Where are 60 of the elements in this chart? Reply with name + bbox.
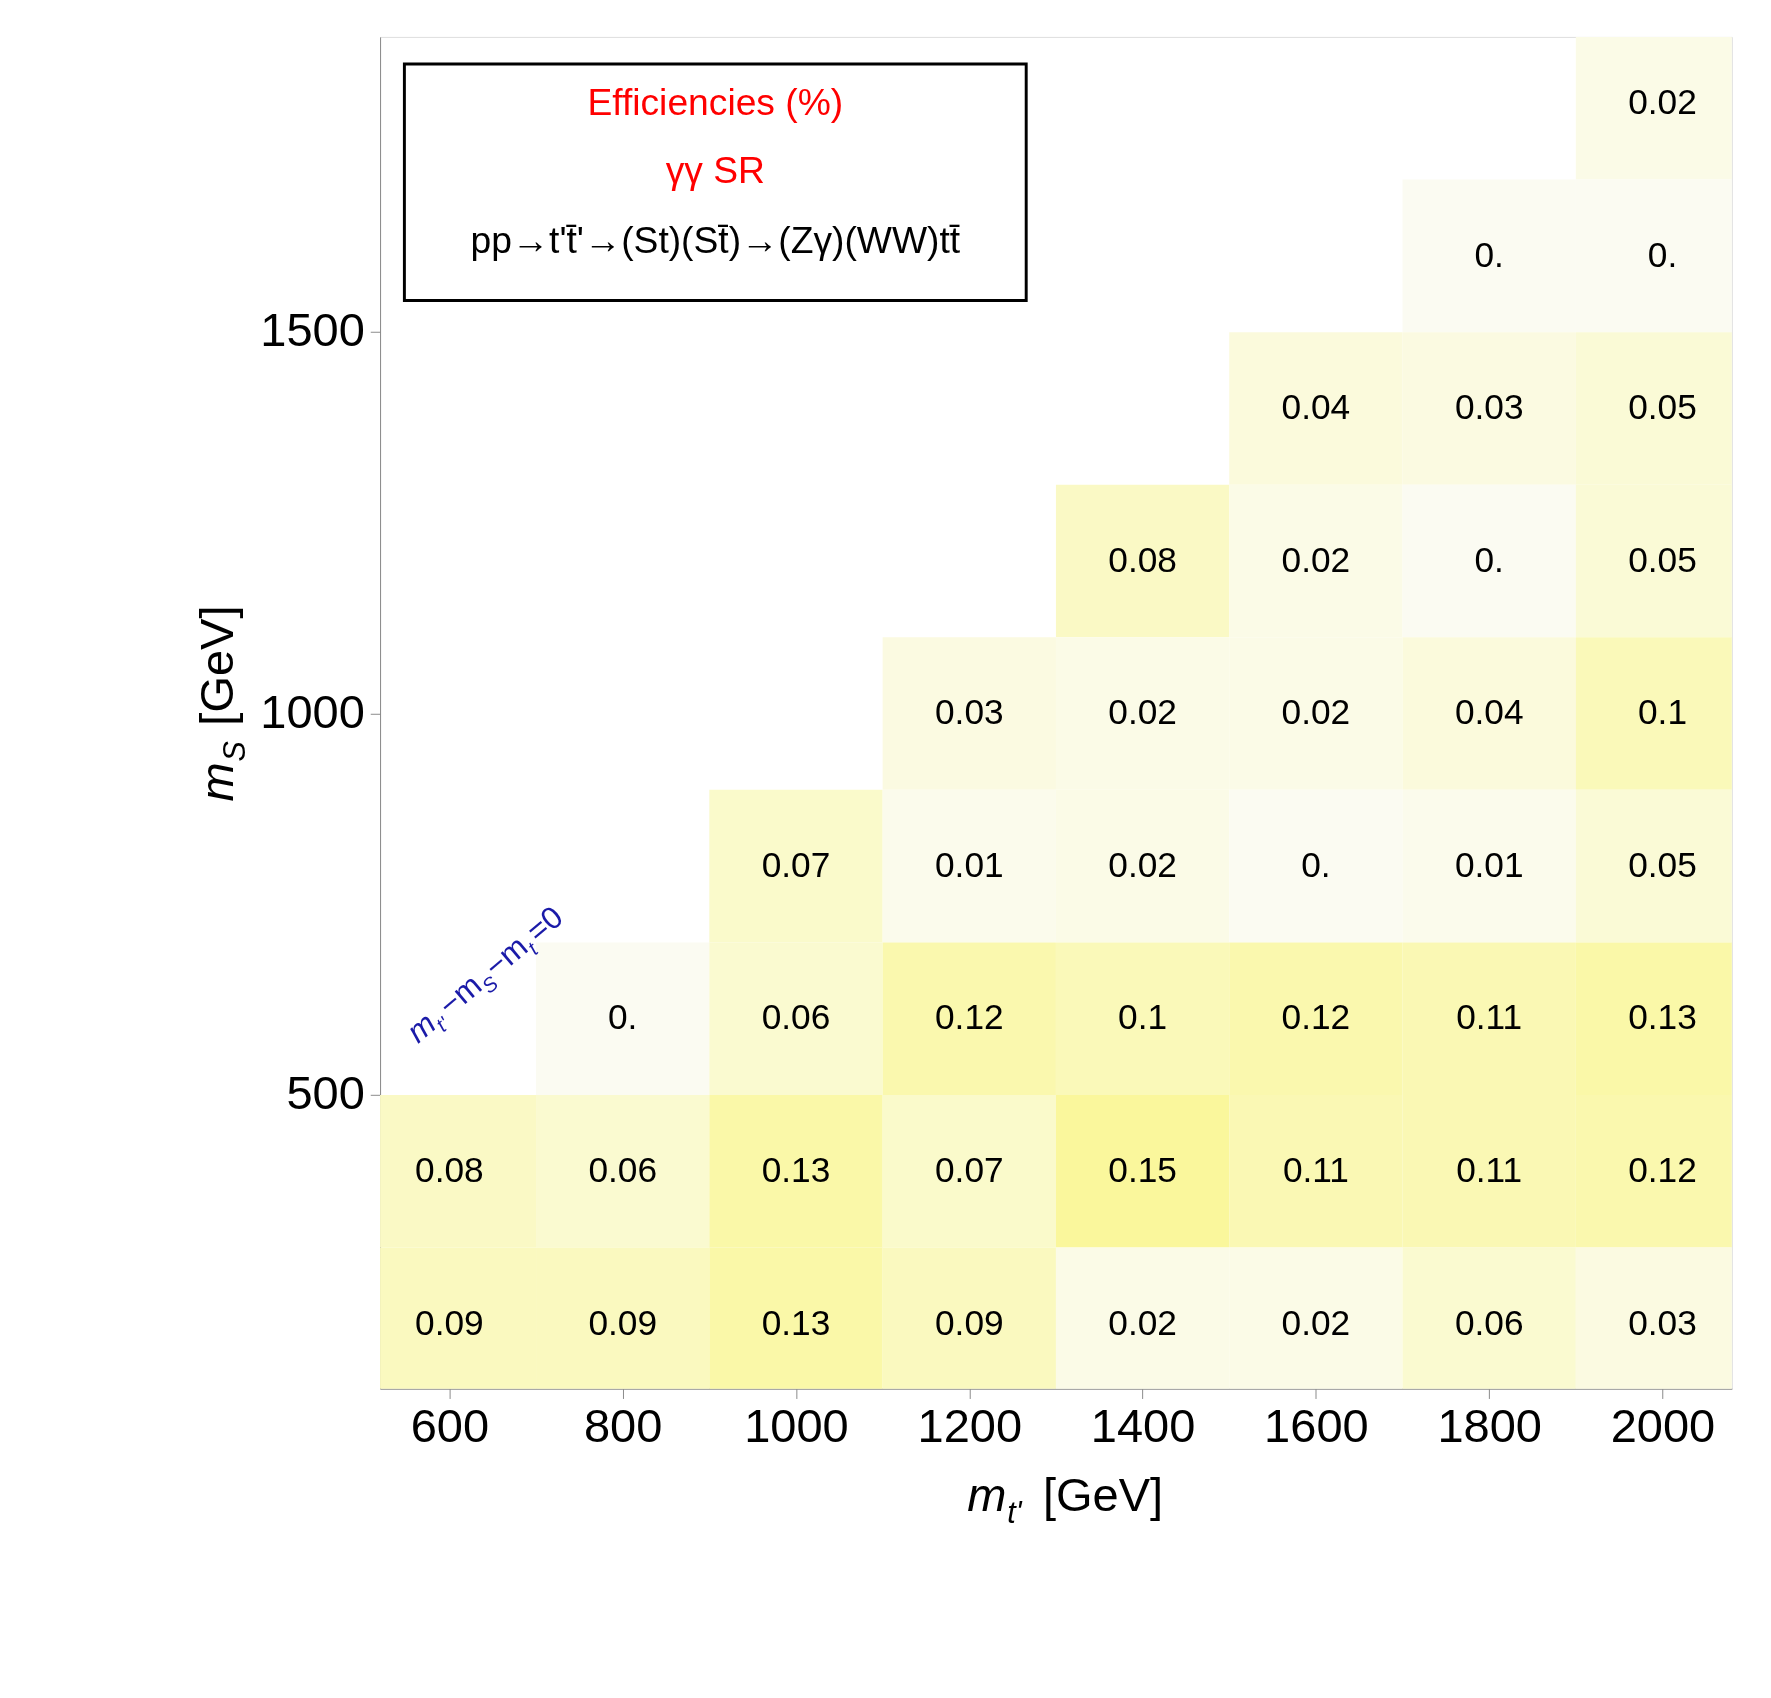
data-label: 0.05 — [1628, 387, 1697, 427]
data-label: 0.08 — [415, 1150, 484, 1190]
x-tick-label: 1600 — [1264, 1399, 1369, 1453]
data-label: 0.13 — [1628, 997, 1697, 1037]
data-label: 0.1 — [1118, 997, 1168, 1037]
x-tick-label: 1000 — [744, 1399, 849, 1453]
y-tick-label: 500 — [286, 1066, 365, 1120]
data-label: 0.02 — [1281, 539, 1351, 579]
data-label: 0. — [1301, 844, 1331, 884]
data-label: 0.03 — [1628, 1302, 1697, 1342]
text: Efficiencies (%) — [587, 81, 844, 124]
data-label: 0.02 — [1281, 692, 1351, 732]
data-label: 0.04 — [1454, 692, 1524, 732]
data-label: 0.08 — [1108, 539, 1177, 579]
x-tick-label: 1400 — [1090, 1399, 1196, 1453]
data-label: 0.01 — [934, 844, 1004, 884]
data-label: 0.05 — [1628, 844, 1697, 884]
data-label: 0.11 — [1456, 1150, 1523, 1190]
data-label: 0.03 — [1454, 387, 1524, 427]
data-label: 0.11 — [1456, 997, 1523, 1037]
data-label: 0.13 — [761, 1150, 831, 1190]
data-label: 0.06 — [588, 1150, 657, 1190]
y-tick-label: 1500 — [260, 303, 365, 357]
data-label: 0.02 — [1108, 844, 1177, 884]
x-tick-label: 800 — [583, 1399, 663, 1453]
data-label: 0. — [607, 997, 638, 1037]
data-label: 0.12 — [1281, 997, 1351, 1037]
data-label: 0.02 — [1628, 82, 1697, 122]
data-label: 0.12 — [1628, 1150, 1697, 1190]
x-tick-label: 2000 — [1610, 1399, 1716, 1453]
data-label: 0.09 — [934, 1302, 1004, 1342]
annotation: mt'−mS−mt=0 — [399, 899, 570, 1050]
data-label: 0.01 — [1454, 844, 1524, 884]
data-label: 0. — [1474, 234, 1504, 274]
data-label: 0.11 — [1282, 1150, 1349, 1190]
x-tick-label: 1800 — [1437, 1399, 1542, 1453]
data-label: 0.07 — [761, 844, 831, 884]
y-tick-label: 1000 — [260, 684, 365, 738]
data-label: 0.09 — [415, 1302, 484, 1342]
x-tick-label: 600 — [410, 1399, 490, 1453]
data-label: 0.02 — [1281, 1302, 1351, 1342]
data-label: 0. — [1474, 539, 1504, 579]
data-label: 0.04 — [1281, 387, 1351, 427]
y-axis-title: mS [GeV] — [190, 605, 251, 802]
data-label: 0.05 — [1628, 539, 1697, 579]
data-label: 0.12 — [934, 997, 1004, 1037]
data-label: 0.06 — [761, 997, 831, 1037]
data-label: 0.15 — [1108, 1150, 1177, 1190]
data-label: 0.13 — [761, 1302, 831, 1342]
data-label: 0.03 — [934, 692, 1004, 732]
annotation: pp→t't̄'→(St)(St̄)→(Zγ)(WW)tt̄ — [470, 219, 961, 262]
data-label: 0.09 — [588, 1302, 657, 1342]
x-tick-label: 1200 — [917, 1399, 1023, 1453]
data-label: 0. — [1647, 234, 1678, 274]
data-label: 0.06 — [1454, 1302, 1524, 1342]
data-label: 0.07 — [934, 1150, 1004, 1190]
text: γγ SR — [665, 148, 765, 191]
data-label: 0.02 — [1108, 1302, 1177, 1342]
data-label: 0.1 — [1637, 692, 1688, 732]
data-label: 0.02 — [1108, 692, 1177, 732]
